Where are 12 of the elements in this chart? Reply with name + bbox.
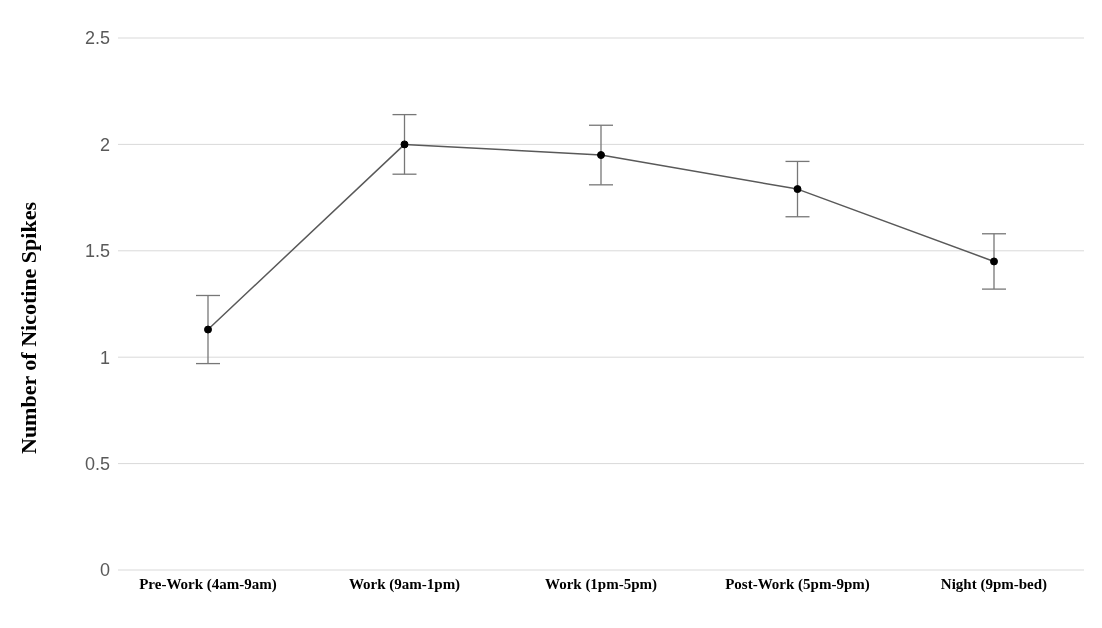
- x-tick-label: Post-Work (5pm-9pm): [725, 575, 870, 593]
- y-tick-label: 1: [99, 347, 110, 368]
- x-tick-label: Pre-Work (4am-9am): [139, 575, 277, 593]
- y-axis-title: Number of Nicotine Spikes: [15, 201, 41, 454]
- x-tick-label: Work (1pm-5pm): [544, 575, 658, 593]
- x-tick-label: Night (9pm-bed): [940, 575, 1048, 593]
- y-tick-label: 1.5: [84, 241, 110, 262]
- y-tick-label: 2: [99, 134, 110, 155]
- y-tick-label: 2.5: [84, 28, 110, 49]
- y-tick-label: 0.5: [84, 453, 110, 474]
- x-tick-label: Work (9am-1pm): [348, 575, 461, 593]
- y-tick-label: 0: [99, 560, 110, 581]
